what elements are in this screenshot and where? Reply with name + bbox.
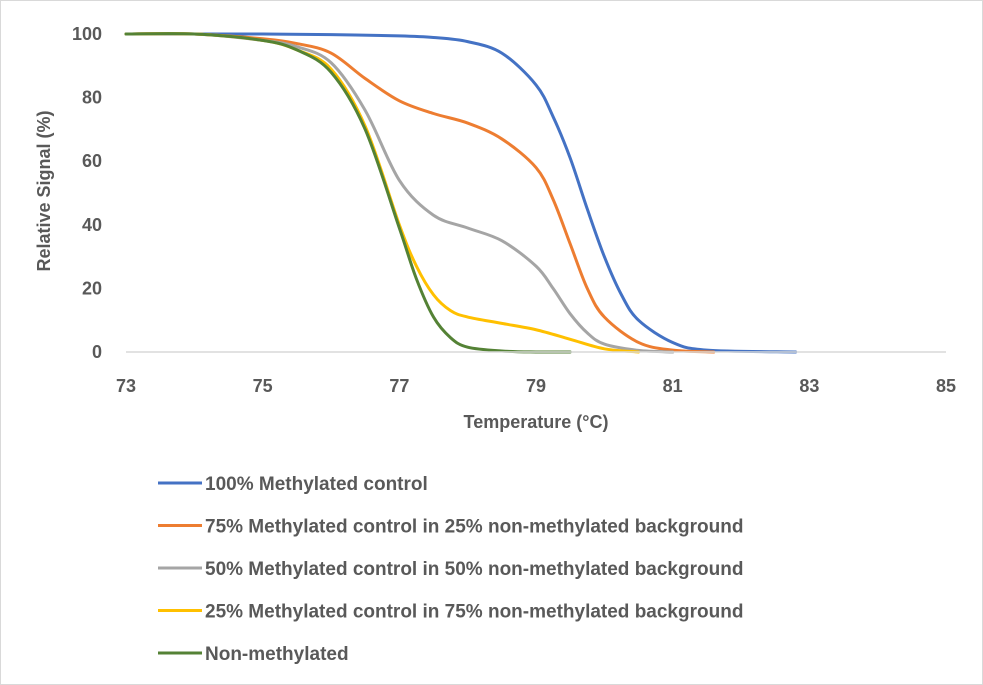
x-tick-label: 81 xyxy=(663,376,683,396)
series-line-4 xyxy=(124,32,640,354)
x-tick-label: 77 xyxy=(389,376,409,396)
legend-label: 100% Methylated control xyxy=(205,474,428,495)
y-tick-labels: 0 20 40 60 80 100 xyxy=(72,24,102,362)
series-line-5 xyxy=(124,32,572,354)
y-tick-label: 60 xyxy=(82,151,102,171)
legend-label: 75% Methylated control in 25% non-methyl… xyxy=(205,517,743,538)
x-tick-label: 73 xyxy=(116,376,136,396)
x-tick-label: 75 xyxy=(253,376,273,396)
legend-label: 50% Methylated control in 50% non-methyl… xyxy=(205,559,743,580)
legend-item: 50% Methylated control in 50% non-methyl… xyxy=(158,559,743,580)
y-tick-label: 100 xyxy=(72,24,102,44)
legend-label: Non-methylated xyxy=(205,644,349,665)
y-axis-title: Relative Signal (%) xyxy=(34,110,54,271)
x-tick-labels: 73 75 77 79 81 83 85 xyxy=(116,376,956,396)
y-tick-label: 0 xyxy=(92,342,102,362)
legend-item: 100% Methylated control xyxy=(158,474,428,495)
series-line-3 xyxy=(124,32,675,354)
legend-item: Non-methylated xyxy=(158,644,349,665)
x-tick-label: 83 xyxy=(799,376,819,396)
x-tick-label: 85 xyxy=(936,376,956,396)
x-tick-label: 79 xyxy=(526,376,546,396)
y-tick-label: 80 xyxy=(82,88,102,108)
y-tick-label: 40 xyxy=(82,215,102,235)
legend-item: 75% Methylated control in 25% non-methyl… xyxy=(158,517,743,538)
legend: 100% Methylated control 75% Methylated co… xyxy=(158,474,743,665)
series-line-2 xyxy=(124,32,716,354)
plot-lines xyxy=(124,32,798,354)
legend-label: 25% Methylated control in 75% non-methyl… xyxy=(205,602,743,623)
legend-item: 25% Methylated control in 75% non-methyl… xyxy=(158,602,743,623)
x-axis-title: Temperature (°C) xyxy=(464,412,609,432)
y-tick-label: 20 xyxy=(82,278,102,298)
series-line-1 xyxy=(124,32,798,354)
